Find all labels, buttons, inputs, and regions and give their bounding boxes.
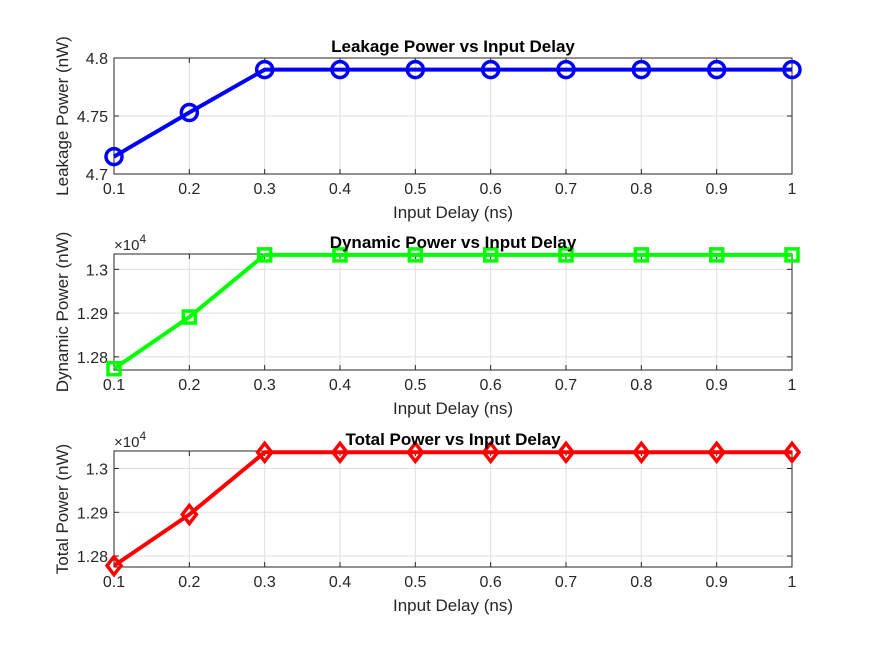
y-tick-label-dynamic: 1.3 bbox=[86, 262, 108, 279]
data-point-leakage bbox=[179, 102, 200, 123]
x-tick-label-leakage: 0.5 bbox=[404, 181, 426, 198]
x-tick-label-leakage: 0.4 bbox=[329, 181, 351, 198]
x-tick-label-dynamic: 0.9 bbox=[706, 377, 728, 394]
data-point-total bbox=[632, 440, 651, 465]
data-point-leakage bbox=[330, 59, 350, 80]
x-tick-label-leakage: 0.7 bbox=[555, 181, 577, 198]
data-point-total bbox=[556, 440, 576, 465]
x-axis-label-total: Input Delay (ns) bbox=[393, 596, 513, 615]
x-tick-label-total: 0.1 bbox=[103, 574, 125, 591]
y-tick-label-total: 1.28 bbox=[77, 549, 108, 566]
y-tick-label-leakage: 4.75 bbox=[77, 109, 108, 126]
data-point-dynamic bbox=[407, 247, 424, 263]
data-point-total bbox=[104, 553, 124, 578]
data-point-leakage bbox=[556, 59, 576, 80]
chart-title-dynamic: Dynamic Power vs Input Delay bbox=[330, 233, 577, 252]
data-point-dynamic bbox=[332, 247, 348, 263]
y-axis-label-dynamic: Dynamic Power (nW) bbox=[53, 232, 72, 393]
y-exponent-power-dynamic: 4 bbox=[139, 232, 146, 246]
x-tick-label-dynamic: 0.4 bbox=[329, 377, 351, 394]
x-tick-label-dynamic: 0.3 bbox=[254, 377, 276, 394]
x-tick-label-total: 0.7 bbox=[555, 574, 577, 591]
y-exponent-base-dynamic: ×10 bbox=[114, 237, 139, 254]
series-line-total bbox=[112, 450, 792, 568]
data-point-total bbox=[255, 440, 274, 465]
data-point-total bbox=[180, 502, 199, 527]
data-point-total bbox=[481, 440, 500, 465]
x-tick-label-leakage: 0.1 bbox=[103, 181, 125, 198]
data-point-total bbox=[707, 440, 726, 465]
y-exponent-base-total: ×10 bbox=[114, 434, 139, 451]
series-line-dynamic bbox=[112, 252, 792, 371]
panel-leakage: 0.1 0.2 0.3 0.4 0.5 0.6 0.7 0.8 0.9 1 4.7 4.75 4.8 L… bbox=[53, 36, 802, 222]
x-tick-label-leakage: 0.9 bbox=[706, 181, 728, 198]
data-point-leakage bbox=[782, 59, 802, 80]
y-exponent-power-total: 4 bbox=[139, 429, 146, 443]
y-axis-label-leakage: Leakage Power (nW) bbox=[53, 36, 72, 196]
x-axis-label-dynamic: Input Delay (ns) bbox=[393, 399, 513, 418]
data-point-leakage bbox=[405, 59, 426, 80]
x-tick-label-dynamic: 0.1 bbox=[103, 377, 125, 394]
x-tick-label-leakage: 1 bbox=[788, 181, 797, 198]
x-tick-label-total: 0.9 bbox=[706, 574, 728, 591]
y-tick-label-leakage: 4.8 bbox=[86, 51, 108, 68]
x-tick-label-leakage: 0.8 bbox=[630, 181, 652, 198]
series-line-leakage bbox=[112, 67, 792, 159]
data-point-dynamic bbox=[106, 360, 122, 377]
x-tick-label-total: 0.6 bbox=[480, 574, 502, 591]
y-exponent-label-total: ×104 bbox=[114, 429, 146, 451]
x-tick-label-dynamic: 0.8 bbox=[630, 377, 652, 394]
panel-dynamic: 0.1 0.2 0.3 0.4 0.5 0.6 0.7 0.8 0.9 11.281.291.3 … bbox=[53, 232, 800, 418]
x-tick-label-total: 0.3 bbox=[254, 574, 276, 591]
y-axis-label-total: Total Power (nW) bbox=[53, 444, 72, 574]
data-point-dynamic bbox=[482, 247, 499, 263]
y-tick-label-dynamic: 1.28 bbox=[77, 350, 108, 367]
x-tick-label-total: 0.5 bbox=[404, 574, 426, 591]
x-tick-label-total: 0.2 bbox=[178, 574, 200, 591]
data-point-total bbox=[782, 440, 802, 465]
data-point-dynamic bbox=[181, 309, 198, 325]
data-point-total bbox=[330, 440, 350, 465]
x-tick-label-dynamic: 0.7 bbox=[555, 377, 577, 394]
data-point-dynamic bbox=[708, 247, 725, 263]
x-tick-label-leakage: 0.6 bbox=[480, 181, 502, 198]
y-tick-label-total: 1.3 bbox=[86, 462, 108, 479]
y-tick-label-total: 1.29 bbox=[77, 505, 108, 522]
data-point-dynamic bbox=[633, 247, 650, 263]
data-point-leakage bbox=[104, 146, 124, 167]
x-tick-label-dynamic: 1 bbox=[788, 377, 797, 394]
x-axis-label-leakage: Input Delay (ns) bbox=[393, 203, 513, 222]
y-exponent-label-dynamic: ×104 bbox=[114, 232, 146, 254]
x-tick-label-dynamic: 0.2 bbox=[178, 377, 200, 394]
x-tick-label-total: 0.8 bbox=[630, 574, 652, 591]
data-point-dynamic bbox=[558, 247, 574, 263]
x-tick-label-dynamic: 0.6 bbox=[480, 377, 502, 394]
data-point-leakage bbox=[706, 59, 727, 80]
data-point-dynamic bbox=[256, 247, 273, 263]
data-point-total bbox=[406, 440, 425, 465]
panel-total: 0.1 0.2 0.3 0.4 0.5 0.6 0.7 0.8 0.9 11.281.291.3 … bbox=[53, 429, 802, 615]
x-tick-label-total: 1 bbox=[788, 574, 797, 591]
y-tick-label-leakage: 4.7 bbox=[86, 167, 108, 184]
x-tick-label-leakage: 0.3 bbox=[254, 181, 276, 198]
x-tick-label-dynamic: 0.5 bbox=[404, 377, 426, 394]
data-point-leakage bbox=[480, 59, 501, 80]
y-tick-label-dynamic: 1.29 bbox=[77, 306, 108, 323]
data-point-leakage bbox=[631, 59, 652, 80]
data-point-leakage bbox=[254, 59, 275, 80]
chart-title-total: Total Power vs Input Delay bbox=[345, 430, 561, 449]
x-tick-label-total: 0.4 bbox=[329, 574, 351, 591]
x-tick-label-leakage: 0.2 bbox=[178, 181, 200, 198]
chart-title-leakage: Leakage Power vs Input Delay bbox=[331, 37, 575, 56]
data-point-dynamic bbox=[784, 247, 800, 263]
